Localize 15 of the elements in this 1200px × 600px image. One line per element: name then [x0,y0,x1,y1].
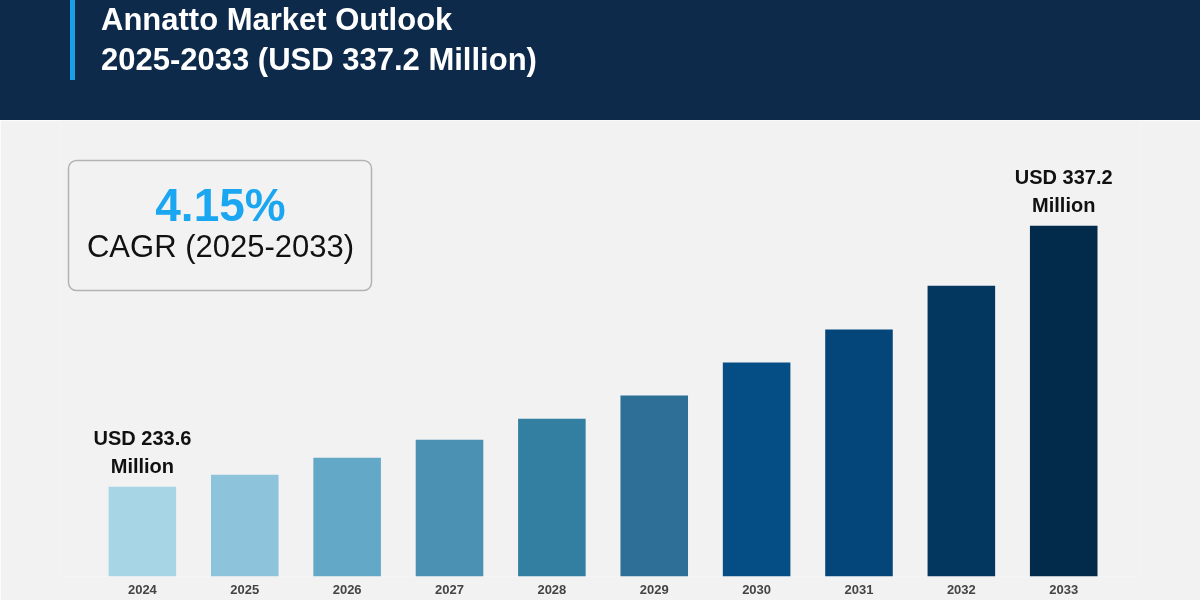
x-tick-label: 2027 [435,581,464,597]
x-tick-label: 2033 [1049,581,1079,597]
x-tick-label: 2025 [230,581,260,597]
x-tick-label: 2024 [127,581,158,597]
chart-title: Annatto Market Outlook 2025-2033 (USD 337.2 Million) [70,0,537,80]
annotation: CAGR (2025-2033) [86,229,355,264]
x-tick-label: 2031 [844,581,874,597]
x-tick-label: 2032 [946,581,976,597]
x-tick-label: 2030 [742,581,772,597]
data-label: USD 337.2 Million [1014,166,1113,216]
x-tick-label: 2029 [639,581,669,597]
x-tick-label: 2028 [537,581,567,597]
x-tick-label: 2026 [332,581,362,597]
annotation: 4.15% [155,178,286,231]
data-label: USD 233.6 Million [93,427,192,477]
